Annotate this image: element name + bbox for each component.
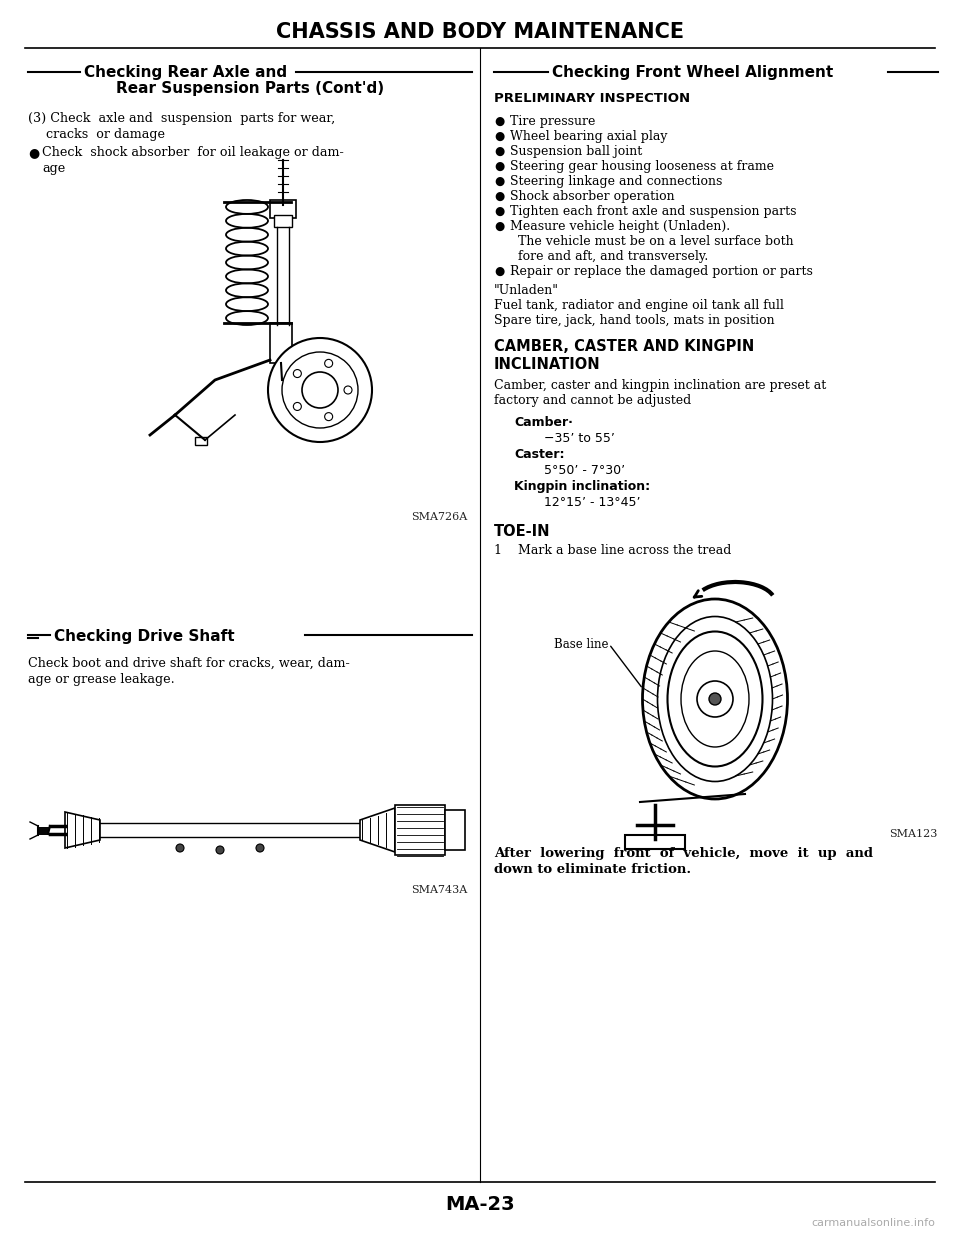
Text: fore and aft, and transversely.: fore and aft, and transversely. [510,250,708,263]
Text: Check boot and drive shaft for cracks, wear, dam-: Check boot and drive shaft for cracks, w… [28,657,349,670]
Circle shape [282,352,358,427]
Text: down to eliminate friction.: down to eliminate friction. [494,864,691,876]
Circle shape [324,413,333,420]
Circle shape [344,387,352,394]
Ellipse shape [681,650,749,747]
Text: Caster:: Caster: [514,449,564,461]
Text: Checking Front Wheel Alignment: Checking Front Wheel Alignment [552,64,833,79]
Text: Checking Rear Axle and: Checking Rear Axle and [84,64,287,79]
Text: MA-23: MA-23 [445,1196,515,1214]
Bar [195,437,207,445]
Text: ●: ● [494,160,504,173]
Ellipse shape [667,632,762,767]
Bar [625,835,685,849]
Text: Camber·: Camber· [514,416,573,429]
Text: cracks  or damage: cracks or damage [46,128,165,141]
Text: ●: ● [494,190,504,203]
Circle shape [294,369,301,378]
Circle shape [216,846,224,854]
Circle shape [302,372,338,408]
Text: Spare tire, jack, hand tools, mats in position: Spare tire, jack, hand tools, mats in po… [494,313,775,327]
Polygon shape [360,808,395,852]
Text: ●: ● [494,175,504,188]
Text: PRELIMINARY INSPECTION: PRELIMINARY INSPECTION [494,92,690,105]
Text: Fuel tank, radiator and engine oil tank all full: Fuel tank, radiator and engine oil tank … [494,299,784,312]
Text: Tighten each front axle and suspension parts: Tighten each front axle and suspension p… [510,204,797,218]
Circle shape [256,844,264,852]
Text: 5°50’ - 7°30’: 5°50’ - 7°30’ [544,463,625,477]
Text: Repair or replace the damaged portion or parts: Repair or replace the damaged portion or… [510,265,813,278]
Text: ●: ● [494,115,504,128]
Ellipse shape [658,617,773,782]
Text: SMA123: SMA123 [890,829,938,839]
Circle shape [176,844,184,852]
Text: Steering linkage and connections: Steering linkage and connections [510,175,722,188]
Text: ●: ● [28,146,39,159]
Text: −35’ to 55’: −35’ to 55’ [544,432,614,445]
Circle shape [268,338,372,442]
Bar [445,810,465,850]
Text: Kingpin inclination:: Kingpin inclination: [514,479,650,493]
Text: 1    Mark a base line across the tread: 1 Mark a base line across the tread [494,544,732,558]
Polygon shape [65,812,100,847]
Text: Measure vehicle height (Unladen).: Measure vehicle height (Unladen). [510,221,731,233]
Circle shape [294,403,301,410]
Bar [270,323,292,363]
Text: Wheel bearing axial play: Wheel bearing axial play [510,130,667,142]
Text: "Unladen": "Unladen" [494,284,559,297]
Text: ●: ● [494,204,504,218]
Text: factory and cannot be adjusted: factory and cannot be adjusted [494,394,691,406]
Text: 12°15’ - 13°45’: 12°15’ - 13°45’ [544,496,640,509]
Bar [274,216,292,227]
Text: carmanualsonline.info: carmanualsonline.info [811,1218,935,1228]
Text: After  lowering  front  of  vehicle,  move  it  up  and: After lowering front of vehicle, move it… [494,847,873,860]
Text: Base line: Base line [554,638,609,650]
Text: ●: ● [494,221,504,233]
Text: Camber, caster and kingpin inclination are preset at: Camber, caster and kingpin inclination a… [494,379,827,392]
Bar [270,199,296,218]
Text: CHASSIS AND BODY MAINTENANCE: CHASSIS AND BODY MAINTENANCE [276,22,684,42]
Bar [395,805,445,855]
Text: Tire pressure: Tire pressure [510,115,595,128]
Circle shape [697,681,733,717]
Text: (3) Check  axle and  suspension  parts for wear,: (3) Check axle and suspension parts for … [28,112,335,125]
Text: SMA743A: SMA743A [411,885,467,895]
Text: INCLINATION: INCLINATION [494,357,601,372]
Text: age: age [42,162,65,175]
Circle shape [324,359,333,368]
Ellipse shape [642,598,787,799]
Text: Checking Drive Shaft: Checking Drive Shaft [54,628,234,643]
Text: Rear Suspension Parts (Cont'd): Rear Suspension Parts (Cont'd) [116,81,384,95]
Text: ●: ● [494,265,504,278]
Text: SMA726A: SMA726A [411,512,467,522]
Text: Check  shock absorber  for oil leakage or dam-: Check shock absorber for oil leakage or … [42,146,344,159]
Text: Suspension ball joint: Suspension ball joint [510,145,642,159]
Text: The vehicle must be on a level surface both: The vehicle must be on a level surface b… [510,235,794,248]
Text: age or grease leakage.: age or grease leakage. [28,673,175,686]
Text: ●: ● [494,145,504,159]
Text: ●: ● [494,130,504,142]
Text: Steering gear housing looseness at frame: Steering gear housing looseness at frame [510,160,774,173]
Bar [65,823,395,838]
Text: CAMBER, CASTER AND KINGPIN: CAMBER, CASTER AND KINGPIN [494,339,755,354]
Text: TOE-IN: TOE-IN [494,524,550,539]
Circle shape [709,693,721,705]
Text: Shock absorber operation: Shock absorber operation [510,190,675,203]
